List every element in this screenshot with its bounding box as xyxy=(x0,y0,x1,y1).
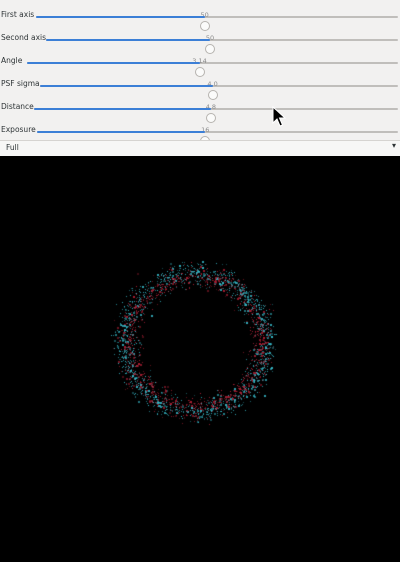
slider-label: Angle xyxy=(1,56,23,65)
slider-fill xyxy=(37,131,206,133)
slider-handle[interactable] xyxy=(207,90,218,100)
slider-distance[interactable]: 4.8 xyxy=(34,103,398,123)
slider-handle[interactable] xyxy=(205,44,216,54)
slider-fill xyxy=(34,108,211,110)
render-viewport[interactable] xyxy=(0,156,400,558)
slider-fill xyxy=(46,39,211,41)
mode-dropdown-value: Full xyxy=(6,143,19,152)
slider-value: 4.8 xyxy=(205,103,217,111)
slider-row-psf-sigma: PSF sigma 4.0 xyxy=(0,75,400,100)
controls-panel: First axis 50 Second axis 50 Angle 3.14 … xyxy=(0,0,400,157)
mouse-pointer-icon xyxy=(272,106,286,127)
slider-fill xyxy=(36,16,205,18)
slider-value: 3.14 xyxy=(192,57,207,65)
slider-row-second-axis: Second axis 50 xyxy=(0,29,400,54)
slider-exposure[interactable]: 16 xyxy=(37,126,398,146)
slider-fill xyxy=(27,62,200,64)
slider-first-axis[interactable]: 50 xyxy=(36,11,398,31)
slider-handle[interactable] xyxy=(199,21,210,31)
slider-value: 4.0 xyxy=(207,80,218,88)
slider-label: PSF sigma xyxy=(1,79,40,88)
slider-row-distance: Distance 4.8 xyxy=(0,98,400,123)
slider-value: 16 xyxy=(201,126,210,134)
slider-handle[interactable] xyxy=(194,67,205,77)
slider-fill xyxy=(40,85,213,87)
slider-second-axis[interactable]: 50 xyxy=(46,34,398,54)
slider-label: Exposure xyxy=(1,125,36,134)
mode-dropdown[interactable]: Full ▾ xyxy=(0,140,400,156)
ring-image xyxy=(0,156,400,558)
slider-angle[interactable]: 3.14 xyxy=(27,57,398,77)
slider-value: 50 xyxy=(205,34,215,42)
slider-label: Second axis xyxy=(1,33,47,42)
slider-value: 50 xyxy=(200,11,209,19)
slider-psf-sigma[interactable]: 4.0 xyxy=(40,80,398,100)
slider-label: First axis xyxy=(1,10,35,19)
chevron-down-icon: ▾ xyxy=(391,141,396,150)
slider-handle[interactable] xyxy=(205,113,216,123)
slider-label: Distance xyxy=(1,102,34,111)
slider-row-angle: Angle 3.14 xyxy=(0,52,400,77)
slider-row-first-axis: First axis 50 xyxy=(0,6,400,31)
